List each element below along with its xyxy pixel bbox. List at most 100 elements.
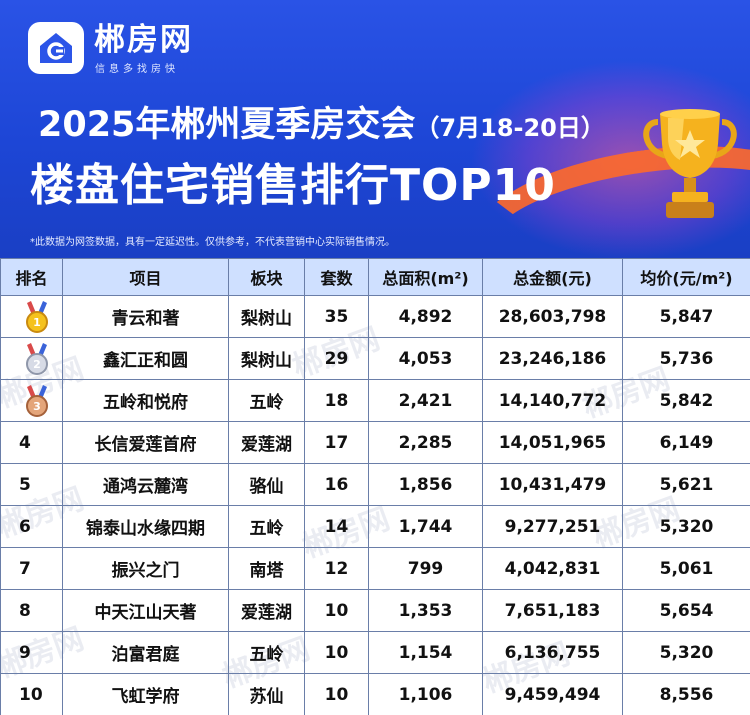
cell-district: 梨树山 xyxy=(228,295,305,338)
table-row[interactable]: 1 青云和著 梨树山 35 4,892 28,603,798 5,847 xyxy=(0,295,750,338)
cell-rank: 9 xyxy=(0,631,63,674)
bronze-medal-icon: 3 xyxy=(25,384,48,417)
cell-project: 中天江山天著 xyxy=(62,589,229,632)
cell-units: 10 xyxy=(304,673,369,715)
cell-area: 2,421 xyxy=(368,379,483,422)
cell-project: 振兴之门 xyxy=(62,547,229,590)
cell-project: 飞虹学府 xyxy=(62,673,229,715)
cell-project: 青云和著 xyxy=(62,295,229,338)
cell-amount: 14,140,772 xyxy=(482,379,623,422)
cell-amount: 9,459,494 xyxy=(482,673,623,715)
cell-amount: 7,651,183 xyxy=(482,589,623,632)
table-row[interactable]: 2 鑫汇正和圆 梨树山 29 4,053 23,246,186 5,736 xyxy=(0,337,750,380)
column-header-area: 总面积(m²) xyxy=(368,258,483,296)
title-main: 2025年郴州夏季房交会 xyxy=(38,105,416,145)
cell-price: 5,654 xyxy=(622,589,750,632)
cell-amount: 9,277,251 xyxy=(482,505,623,548)
cell-project: 长信爱莲首府 xyxy=(62,421,229,464)
cell-rank: 7 xyxy=(0,547,63,590)
medal-rank-text: 1 xyxy=(33,316,41,329)
table-row[interactable]: 7 振兴之门 南塔 12 799 4,042,831 5,061 xyxy=(0,547,750,590)
cell-units: 10 xyxy=(304,589,369,632)
cell-rank: 4 xyxy=(0,421,63,464)
cell-units: 16 xyxy=(304,463,369,506)
cell-district: 爱莲湖 xyxy=(228,421,305,464)
cell-area: 1,744 xyxy=(368,505,483,548)
table-row[interactable]: 10 飞虹学府 苏仙 10 1,106 9,459,494 8,556 xyxy=(0,673,750,715)
table-row[interactable]: 3 五岭和悦府 五岭 18 2,421 14,140,772 5,842 xyxy=(0,379,750,422)
table-row[interactable]: 4 长信爱莲首府 爱莲湖 17 2,285 14,051,965 6,149 xyxy=(0,421,750,464)
cell-units: 14 xyxy=(304,505,369,548)
page-title-line2: 楼盘住宅销售排行TOP10 xyxy=(30,160,556,211)
cell-units: 18 xyxy=(304,379,369,422)
cell-rank: 3 xyxy=(0,379,63,422)
table-row[interactable]: 8 中天江山天著 爱莲湖 10 1,353 7,651,183 5,654 xyxy=(0,589,750,632)
cell-price: 5,621 xyxy=(622,463,750,506)
ranking-table: 排名 项目 板块 套数 总面积(m²) 总金额(元) 均价(元/m²) 1 青云和… xyxy=(0,258,750,715)
cell-district: 梨树山 xyxy=(228,337,305,380)
title-date: （7月18-20日） xyxy=(415,114,605,142)
table-row[interactable]: 6 锦泰山水缘四期 五岭 14 1,744 9,277,251 5,320 xyxy=(0,505,750,548)
gold-medal-icon: 1 xyxy=(25,300,48,333)
cell-area: 1,154 xyxy=(368,631,483,674)
header-banner: 郴房网 信息多找房快 2025年郴州夏季房交会（7月18-20日） 楼盘住宅销售… xyxy=(0,0,750,258)
cell-area: 1,856 xyxy=(368,463,483,506)
cell-rank: 1 xyxy=(0,295,63,338)
cell-rank: 8 xyxy=(0,589,63,632)
column-header-units: 套数 xyxy=(304,258,369,296)
data-disclaimer: *此数据为网签数据，具有一定延迟性。仅供参考，不代表营销中心实际销售情况。 xyxy=(30,237,395,248)
cell-price: 5,320 xyxy=(622,631,750,674)
table-row[interactable]: 5 通鸿云麓湾 骆仙 16 1,856 10,431,479 5,621 xyxy=(0,463,750,506)
cell-price: 5,736 xyxy=(622,337,750,380)
medal-rank-text: 2 xyxy=(33,358,41,371)
cell-units: 10 xyxy=(304,631,369,674)
cell-amount: 23,246,186 xyxy=(482,337,623,380)
cell-amount: 14,051,965 xyxy=(482,421,623,464)
cell-project: 通鸿云麓湾 xyxy=(62,463,229,506)
cell-area: 4,892 xyxy=(368,295,483,338)
cell-district: 苏仙 xyxy=(228,673,305,715)
cell-rank: 6 xyxy=(0,505,63,548)
house-logo-icon xyxy=(40,33,72,63)
cell-district: 南塔 xyxy=(228,547,305,590)
cell-units: 35 xyxy=(304,295,369,338)
cell-amount: 6,136,755 xyxy=(482,631,623,674)
cell-price: 8,556 xyxy=(622,673,750,715)
table-row[interactable]: 9 泊富君庭 五岭 10 1,154 6,136,755 5,320 xyxy=(0,631,750,674)
cell-district: 爱莲湖 xyxy=(228,589,305,632)
cell-project: 五岭和悦府 xyxy=(62,379,229,422)
column-header-district: 板块 xyxy=(228,258,305,296)
table-header-row: 排名 项目 板块 套数 总面积(m²) 总金额(元) 均价(元/m²) xyxy=(0,258,750,296)
ranking-table-container: 郴房网 郴房网 郴房网 郴房网 郴房网 郴房网 郴房网 郴房网 郴房网 排名 项… xyxy=(0,258,750,715)
column-header-price: 均价(元/m²) xyxy=(622,258,750,296)
table-body: 1 青云和著 梨树山 35 4,892 28,603,798 5,847 2 鑫汇正和圆 梨树山 2… xyxy=(0,295,750,715)
cell-project: 锦泰山水缘四期 xyxy=(62,505,229,548)
brand-logo[interactable] xyxy=(28,22,84,74)
cell-amount: 4,042,831 xyxy=(482,547,623,590)
cell-rank: 2 xyxy=(0,337,63,380)
cell-area: 1,106 xyxy=(368,673,483,715)
cell-area: 1,353 xyxy=(368,589,483,632)
cell-rank: 10 xyxy=(0,673,63,715)
trophy-icon xyxy=(643,109,737,218)
column-header-amount: 总金额(元) xyxy=(482,258,623,296)
cell-district: 骆仙 xyxy=(228,463,305,506)
cell-district: 五岭 xyxy=(228,631,305,674)
cell-rank: 5 xyxy=(0,463,63,506)
cell-district: 五岭 xyxy=(228,379,305,422)
cell-amount: 28,603,798 xyxy=(482,295,623,338)
cell-project: 鑫汇正和圆 xyxy=(62,337,229,380)
cell-units: 17 xyxy=(304,421,369,464)
cell-price: 5,842 xyxy=(622,379,750,422)
page-title-line1: 2025年郴州夏季房交会（7月18-20日） xyxy=(38,102,605,151)
medal-rank-text: 3 xyxy=(33,400,41,413)
cell-area: 2,285 xyxy=(368,421,483,464)
brand-name: 郴房网 xyxy=(94,22,193,58)
cell-units: 29 xyxy=(304,337,369,380)
cell-area: 799 xyxy=(368,547,483,590)
cell-price: 6,149 xyxy=(622,421,750,464)
cell-district: 五岭 xyxy=(228,505,305,548)
cell-amount: 10,431,479 xyxy=(482,463,623,506)
cell-project: 泊富君庭 xyxy=(62,631,229,674)
column-header-rank: 排名 xyxy=(0,258,63,296)
